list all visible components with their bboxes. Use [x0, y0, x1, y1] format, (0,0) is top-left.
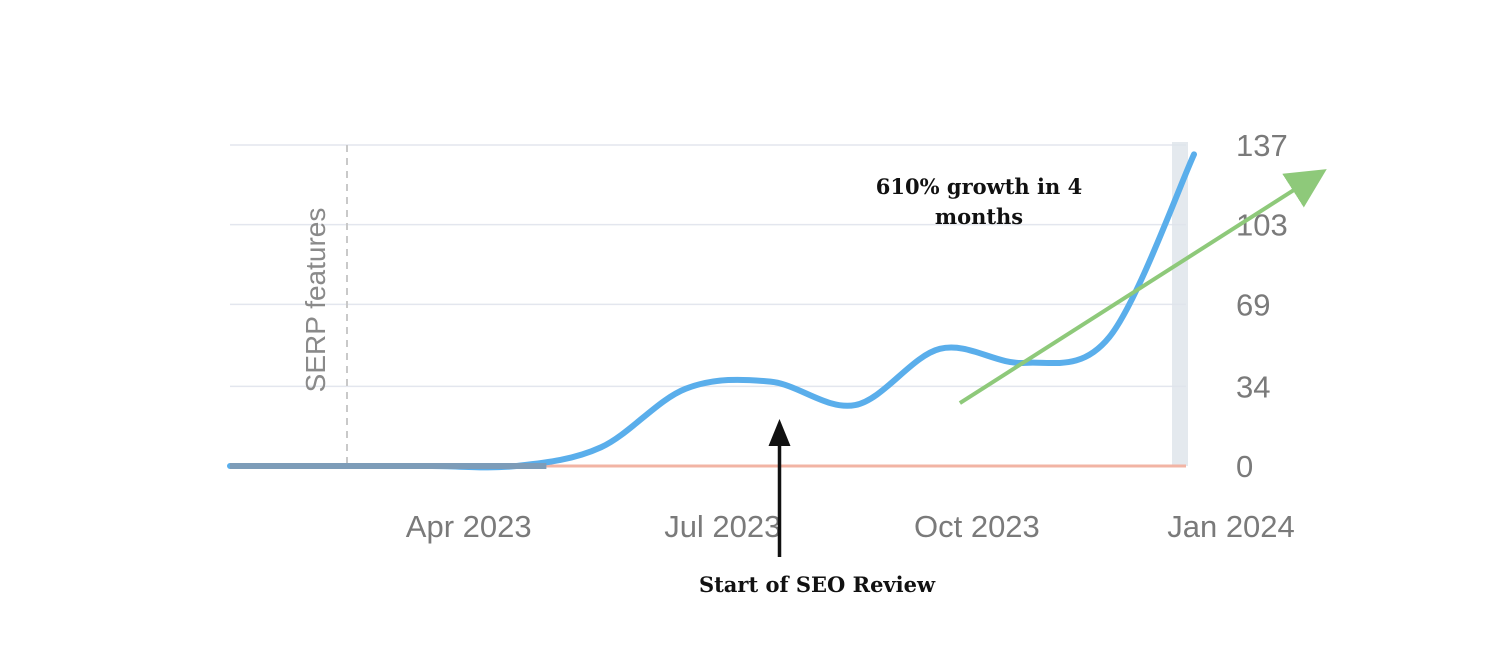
y-tick-label: 34 — [1236, 369, 1270, 404]
current-period-band — [1172, 142, 1188, 466]
x-tick-label: Jan 2024 — [1167, 509, 1295, 544]
growth-annotation-text: 610% growth in 4 — [876, 174, 1082, 199]
y-tick-label: 103 — [1236, 208, 1288, 243]
x-tick-label: Jul 2023 — [664, 509, 781, 544]
seo-review-arrow-head — [768, 419, 791, 446]
y-axis-ticks: 0 34 69 103 137 — [1236, 128, 1288, 484]
y-tick-label: 137 — [1236, 128, 1288, 163]
y-tick-label: 69 — [1236, 287, 1270, 322]
series-line-0 — [227, 151, 1197, 471]
gridlines — [230, 144, 1186, 388]
x-tick-label: Apr 2023 — [406, 509, 532, 544]
x-tick-label: Oct 2023 — [914, 509, 1040, 544]
series-group — [227, 151, 1197, 471]
serp-features-marker: SERP features — [300, 145, 348, 466]
seo-review-annotation-text: Start of SEO Review — [699, 572, 936, 597]
x-axis-ticks: Apr 2023 Jul 2023 Oct 2023 Jan 2024 — [406, 509, 1295, 544]
y-tick-label: 0 — [1236, 449, 1253, 484]
growth-arrow — [958, 169, 1327, 405]
growth-annotation-text: months — [935, 204, 1023, 229]
annotations: 610% growth in 4 months Start of SEO Revie… — [699, 169, 1327, 597]
current-period-band-rect — [1172, 142, 1188, 466]
serp-marker-label: SERP features — [300, 208, 331, 393]
